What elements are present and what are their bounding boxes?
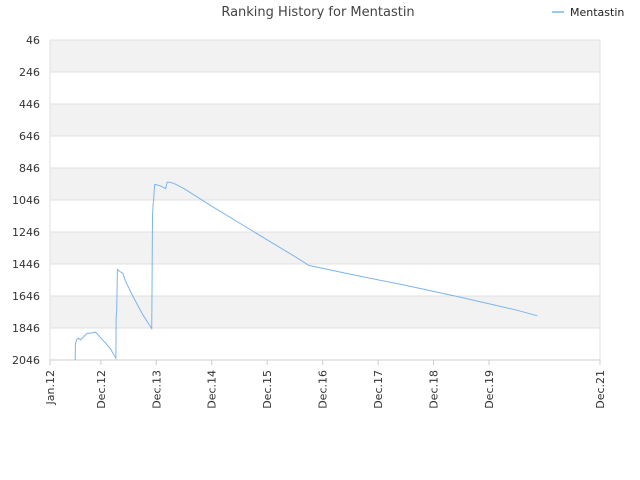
y-tick-label: 1046	[12, 194, 40, 207]
y-tick-label: 46	[26, 34, 40, 47]
plot-frame	[49, 40, 601, 361]
plot-bands	[50, 40, 600, 328]
x-tick-label: Dec.16	[317, 370, 330, 409]
y-tick-label: 846	[19, 162, 40, 175]
x-tick-label: Dec.12	[95, 370, 108, 409]
legend[interactable]: Mentastin	[552, 6, 624, 19]
y-axis: 46 246 446 646 846 1046 1246 1446 1646 1846 2046	[12, 34, 40, 367]
x-tick-label: Dec.15	[261, 370, 274, 409]
y-tick-label: 1246	[12, 226, 40, 239]
x-tick-label: Dec.19	[483, 370, 496, 409]
x-tick-label: Dec.17	[372, 370, 385, 409]
x-tick-label: Dec.18	[428, 370, 441, 409]
x-tick-label: Jan.12	[44, 370, 57, 405]
plot-band	[50, 168, 600, 200]
x-tick-label: Dec.21	[594, 370, 607, 409]
y-tick-label: 246	[19, 66, 40, 79]
plot-band	[50, 104, 600, 136]
plot-band	[50, 40, 600, 72]
y-tick-label: 1446	[12, 258, 40, 271]
legend-label-mentastin: Mentastin	[570, 6, 624, 19]
x-tick-label: Dec.13	[150, 370, 163, 409]
y-tick-label: 1846	[12, 322, 40, 335]
plot-band	[50, 232, 600, 264]
chart-title: Ranking History for Mentastin	[221, 5, 414, 20]
y-tick-label: 2046	[12, 354, 40, 367]
x-axis: Jan.12 Dec.12 Dec.13 Dec.14 Dec.15 Dec.16 Dec.…	[44, 360, 607, 409]
y-tick-label: 646	[19, 130, 40, 143]
y-tick-label: 446	[19, 98, 40, 111]
plot-band	[50, 296, 600, 328]
y-tick-label: 1646	[12, 290, 40, 303]
x-tick-label: Dec.14	[206, 370, 219, 409]
series-line-mentastin[interactable]	[74, 181, 538, 361]
